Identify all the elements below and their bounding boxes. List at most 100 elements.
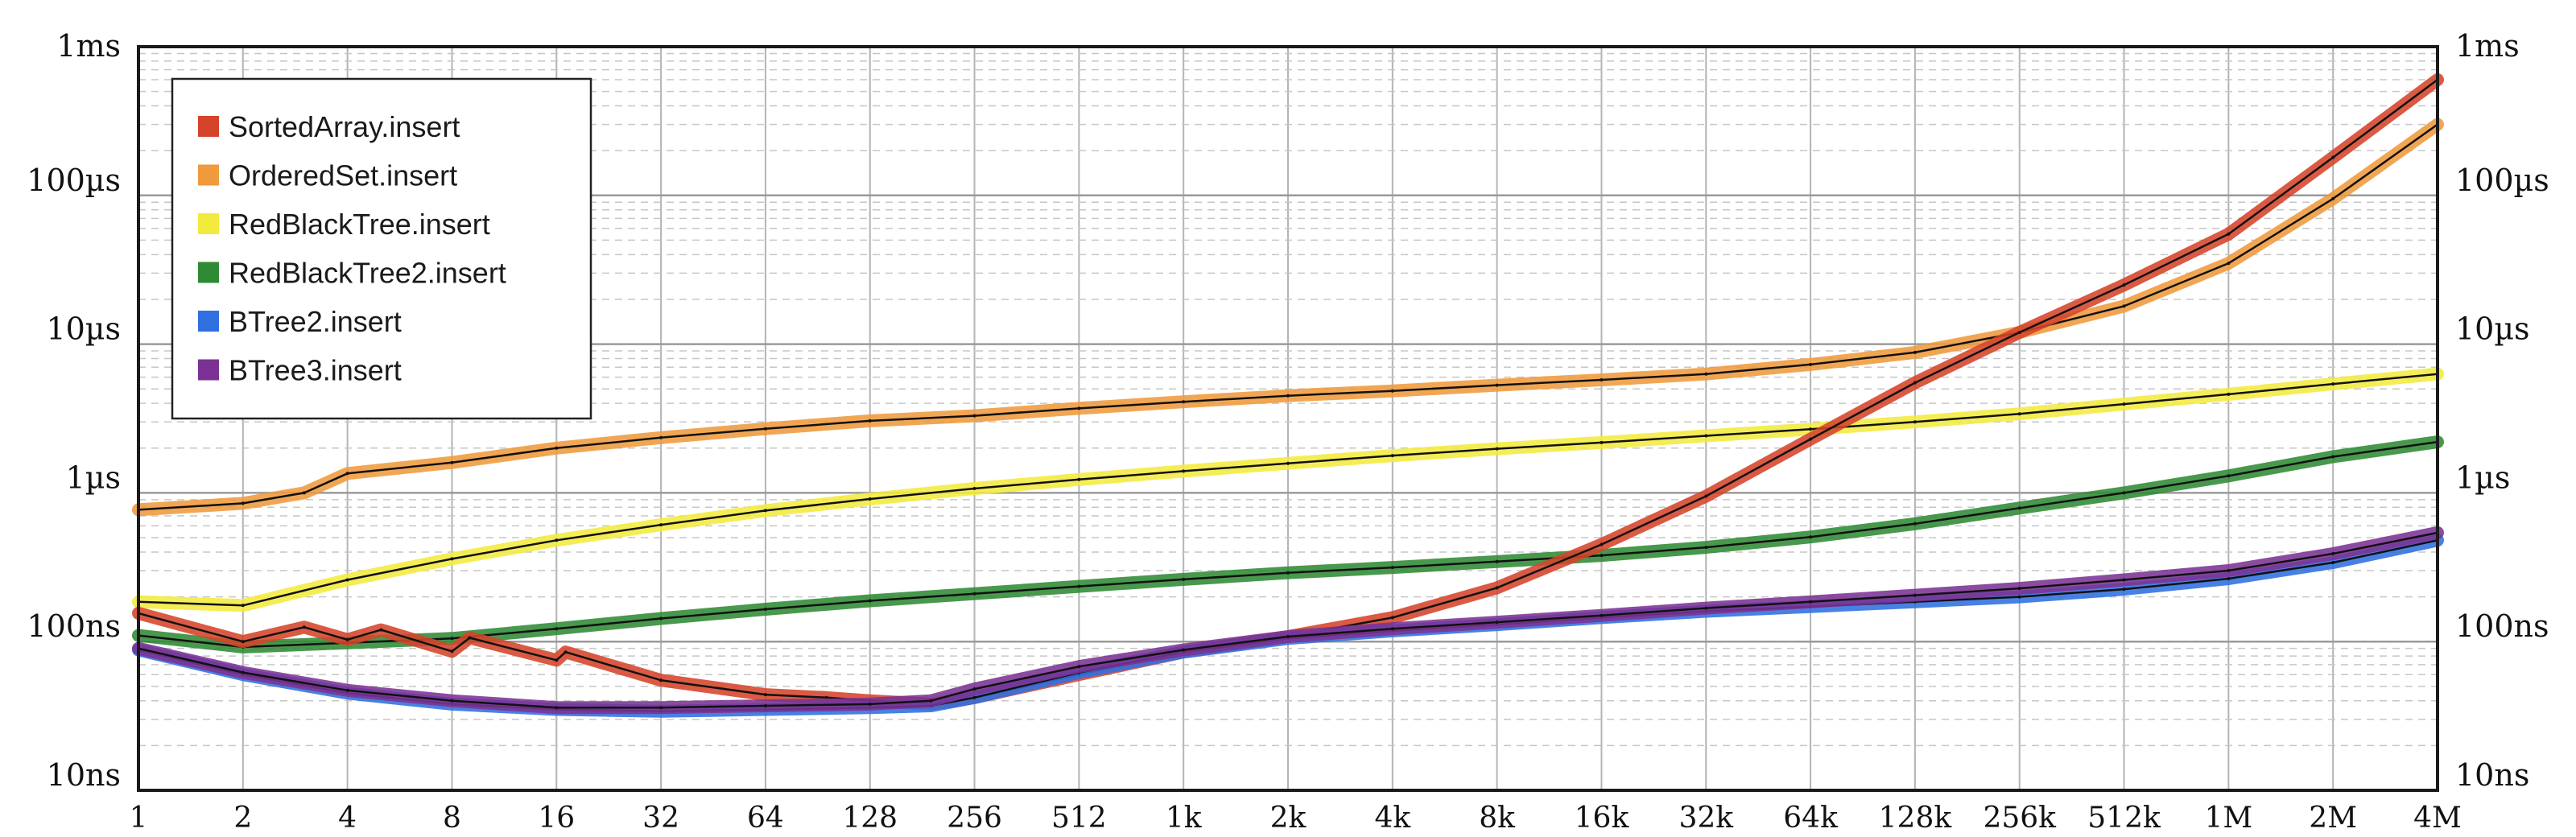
legend-entry: OrderedSet.insert	[198, 159, 457, 192]
data-point	[972, 687, 976, 691]
data-point	[2331, 382, 2335, 386]
data-point	[450, 637, 454, 641]
data-point	[2122, 283, 2126, 287]
x-tick-label: 8	[443, 802, 461, 835]
data-point	[763, 608, 767, 611]
data-point	[1182, 577, 1186, 581]
data-point	[868, 702, 872, 706]
data-point	[1077, 665, 1081, 669]
y-tick-label-left: 100ns	[27, 608, 121, 644]
x-tick-label: 1k	[1166, 802, 1203, 835]
y-tick-label-left: 100µs	[27, 163, 121, 198]
x-tick-label: 128k	[1879, 802, 1953, 835]
data-point	[1600, 542, 1604, 546]
x-tick-label: 32	[642, 802, 679, 835]
data-point	[2227, 474, 2231, 478]
data-point	[2122, 491, 2126, 495]
series-layer	[132, 73, 2444, 718]
y-tick-label-right: 1µs	[2455, 460, 2510, 495]
data-point	[763, 704, 767, 707]
data-point	[1390, 566, 1394, 570]
data-point	[1077, 477, 1081, 481]
data-point	[345, 578, 349, 582]
data-point	[659, 523, 663, 527]
x-tick-label: 256	[947, 802, 1002, 835]
x-tick-label: 1M	[2204, 802, 2252, 835]
data-point	[659, 616, 663, 621]
legend-label: SortedArray.insert	[229, 110, 460, 143]
x-tick-label: 256k	[1983, 802, 2057, 835]
legend-entry: RedBlackTree.insert	[198, 208, 490, 241]
data-point	[1809, 427, 1813, 431]
data-point	[1600, 378, 1604, 381]
data-point	[1600, 554, 1604, 558]
x-tick-label: 128	[842, 802, 898, 835]
data-point	[2227, 392, 2231, 396]
legend-swatch	[198, 213, 219, 234]
data-point	[302, 491, 306, 495]
legend-label: BTree3.insert	[229, 354, 402, 387]
data-point	[1182, 469, 1186, 473]
legend-label: RedBlackTree.insert	[229, 208, 490, 241]
data-point	[1182, 648, 1186, 652]
data-point	[450, 699, 454, 703]
data-point	[763, 693, 767, 697]
y-tick-label-left: 10µs	[46, 311, 121, 347]
data-point	[972, 487, 976, 490]
data-point	[1913, 522, 1917, 526]
data-point	[1913, 381, 1917, 385]
x-tick-label: 16	[538, 802, 575, 835]
legend-swatch	[198, 262, 219, 283]
data-point	[972, 414, 976, 418]
data-point	[1077, 584, 1081, 588]
data-point	[555, 627, 559, 631]
data-point	[2122, 578, 2126, 582]
y-tick-label-right: 1ms	[2455, 28, 2520, 64]
data-point	[2331, 155, 2335, 159]
y-tick-label-right: 10µs	[2455, 311, 2530, 347]
data-point	[659, 678, 663, 682]
data-point	[2227, 232, 2231, 236]
data-point	[1704, 372, 1708, 376]
data-point	[1704, 606, 1708, 610]
data-point	[2331, 552, 2335, 555]
data-point	[2017, 595, 2021, 599]
data-point	[1704, 546, 1708, 550]
x-tick-label: 512	[1051, 802, 1107, 835]
x-tick-label: 4M	[2413, 802, 2462, 835]
data-point	[972, 592, 976, 596]
x-tick-label: 1	[130, 802, 148, 835]
y-tick-label-left: 10ns	[47, 757, 121, 793]
legend-entry: SortedArray.insert	[198, 110, 460, 143]
legend-swatch	[198, 116, 219, 137]
legend-swatch	[198, 311, 219, 332]
y-axis-right: 10ns 100ns 1µs 10µs 100µs 1ms	[2455, 28, 2549, 793]
data-point	[1495, 447, 1499, 451]
data-point	[2227, 262, 2231, 266]
legend: SortedArray.insert OrderedSet.insert RedBl…	[171, 77, 592, 420]
data-point	[2227, 577, 2231, 580]
x-tick-label: 2M	[2309, 802, 2357, 835]
data-point	[1286, 635, 1290, 638]
data-point	[1704, 434, 1708, 438]
data-point	[1913, 593, 1917, 597]
data-point	[1495, 586, 1499, 590]
series-BTree3-insert	[132, 526, 2444, 715]
x-tick-label: 64k	[1783, 802, 1839, 835]
data-point	[2017, 331, 2021, 334]
data-point	[241, 604, 245, 608]
data-point	[2122, 588, 2126, 592]
data-point	[450, 649, 454, 654]
x-tick-label: 64	[747, 802, 784, 835]
legend-label: BTree2.insert	[229, 305, 402, 338]
data-point	[1600, 440, 1604, 444]
data-point	[763, 427, 767, 431]
data-point	[1390, 627, 1394, 631]
legend-label: OrderedSet.insert	[229, 159, 457, 192]
data-point	[868, 599, 872, 603]
data-point	[302, 625, 306, 629]
data-point	[2122, 402, 2126, 406]
y-tick-label-left: 1ms	[56, 28, 121, 64]
legend-entry: RedBlackTree2.insert	[198, 257, 506, 290]
data-point	[1286, 461, 1290, 465]
